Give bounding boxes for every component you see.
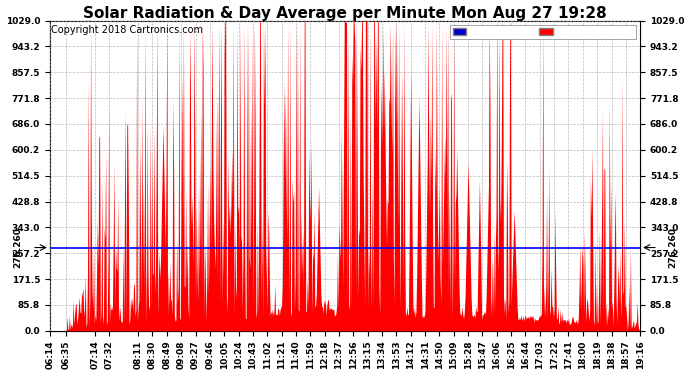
Legend: Median (w/m2), Radiation (w/m2): Median (w/m2), Radiation (w/m2) <box>450 25 635 39</box>
Text: Copyright 2018 Cartronics.com: Copyright 2018 Cartronics.com <box>51 25 203 35</box>
Text: 276.260: 276.260 <box>668 227 677 268</box>
Title: Solar Radiation & Day Average per Minute Mon Aug 27 19:28: Solar Radiation & Day Average per Minute… <box>83 6 607 21</box>
Text: 276.260: 276.260 <box>13 227 22 268</box>
